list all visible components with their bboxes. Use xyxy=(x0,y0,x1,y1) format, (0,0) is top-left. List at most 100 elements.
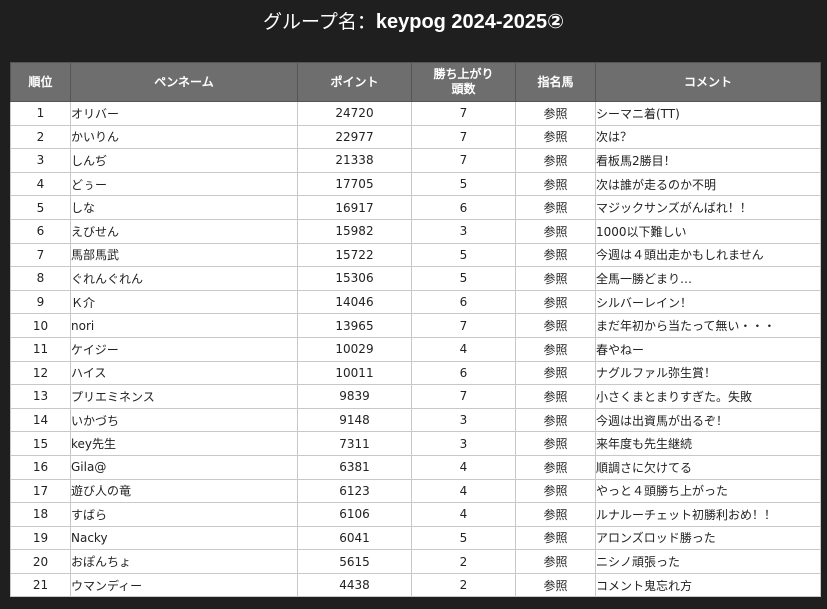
horses-reference-link[interactable]: 参照 xyxy=(543,531,568,546)
horses-reference-link[interactable]: 参照 xyxy=(543,201,568,216)
points-cell: 16917 xyxy=(297,195,412,220)
wins-cell: 4 xyxy=(411,502,516,527)
table-row: 2 かいりん 22977 7 参照 次は？ xyxy=(10,124,821,150)
comment-cell: 看板馬2勝目！ xyxy=(595,148,821,173)
comment-cell: まだ年初から当たって無い・・・ xyxy=(595,313,821,338)
penname-cell: オリバー xyxy=(70,101,298,126)
comment-cell: 次は？ xyxy=(595,124,821,150)
comment-cell: 来年度も先生継続 xyxy=(595,431,821,456)
wins-cell: 7 xyxy=(411,384,516,409)
horses-reference-link[interactable]: 参照 xyxy=(543,460,568,475)
horses-reference-link[interactable]: 参照 xyxy=(543,555,568,570)
rank-cell: 5 xyxy=(10,195,71,220)
wins-cell: 6 xyxy=(411,195,516,220)
table-row: 15 key先生 7311 3 参照 来年度も先生継続 xyxy=(10,431,821,456)
points-cell: 9839 xyxy=(297,384,412,409)
horses-reference-link[interactable]: 参照 xyxy=(543,342,568,357)
table-header-row: 順位 ペンネーム ポイント 勝ち上がり 頭数 指名馬 コメント xyxy=(10,62,821,102)
comment-cell: 次は誰が走るのか不明 xyxy=(595,171,821,197)
horses-cell: 参照 xyxy=(515,384,596,409)
table-row: 10 nori 13965 7 参照 まだ年初から当たって無い・・・ xyxy=(10,313,821,338)
horses-reference-link[interactable]: 参照 xyxy=(543,413,568,428)
wins-cell: 7 xyxy=(411,101,516,126)
rank-cell: 21 xyxy=(10,572,71,598)
group-name: keypog 2024-2025② xyxy=(375,11,565,33)
horses-cell: 参照 xyxy=(515,431,596,456)
points-cell: 10011 xyxy=(297,360,412,386)
page-header: グループ名：keypog 2024-2025② xyxy=(0,0,827,62)
points-cell: 9148 xyxy=(297,407,412,433)
rank-cell: 15 xyxy=(10,431,71,456)
rank-cell: 7 xyxy=(10,242,71,268)
comment-cell: シルバーレイン！ xyxy=(595,289,821,315)
points-cell: 6041 xyxy=(297,525,412,551)
horses-reference-link[interactable]: 参照 xyxy=(543,366,568,381)
penname-cell: かいりん xyxy=(70,124,298,150)
horses-reference-link[interactable]: 参照 xyxy=(543,130,568,145)
horses-reference-link[interactable]: 参照 xyxy=(543,484,568,499)
horses-reference-link[interactable]: 参照 xyxy=(543,295,568,310)
horses-cell: 参照 xyxy=(515,171,596,197)
rank-cell: 8 xyxy=(10,266,71,291)
wins-cell: 2 xyxy=(411,572,516,598)
horses-reference-link[interactable]: 参照 xyxy=(543,578,568,593)
points-cell: 15982 xyxy=(297,218,412,244)
table-row: 1 オリバー 24720 7 参照 シーマニ着(TT) xyxy=(10,101,821,126)
rank-cell: 3 xyxy=(10,148,71,173)
comment-cell: コメント鬼忘れ方 xyxy=(595,572,821,598)
column-header-penname: ペンネーム xyxy=(70,62,298,102)
table-row: 12 ハイス 10011 6 参照 ナグルファル弥生賞！ xyxy=(10,360,821,386)
points-cell: 24720 xyxy=(297,101,412,126)
penname-cell: 遊び人の竜 xyxy=(70,478,298,504)
penname-cell: プリエミネンス xyxy=(70,384,298,409)
penname-cell: Nacky xyxy=(70,525,298,551)
table-row: 17 遊び人の竜 6123 4 参照 やっと４頭勝ち上がった xyxy=(10,478,821,504)
table-row: 19 Nacky 6041 5 参照 アロンズロッド勝った xyxy=(10,525,821,551)
horses-reference-link[interactable]: 参照 xyxy=(543,248,568,263)
comment-cell: ナグルファル弥生賞！ xyxy=(595,360,821,386)
ranking-table: 順位 ペンネーム ポイント 勝ち上がり 頭数 指名馬 コメント 1 オリバー 247… xyxy=(10,62,821,598)
rank-cell: 18 xyxy=(10,502,71,527)
horses-cell: 参照 xyxy=(515,289,596,315)
rank-cell: 1 xyxy=(10,101,71,126)
table-row: 18 すばら 6106 4 参照 ルナルーチェット初勝利おめ！！ xyxy=(10,502,821,527)
penname-cell: しな xyxy=(70,195,298,220)
wins-cell: 5 xyxy=(411,242,516,268)
points-cell: 13965 xyxy=(297,313,412,338)
rank-cell: 16 xyxy=(10,454,71,480)
penname-cell: えびせん xyxy=(70,218,298,244)
comment-cell: 1000以下難しい xyxy=(595,218,821,244)
wins-cell: 7 xyxy=(411,313,516,338)
rank-cell: 20 xyxy=(10,549,71,574)
horses-reference-link[interactable]: 参照 xyxy=(543,224,568,239)
table-row: 9 Ｋ介 14046 6 参照 シルバーレイン！ xyxy=(10,289,821,315)
table-row: 16 Gila@ 6381 4 参照 順調さに欠けてる xyxy=(10,454,821,480)
comment-cell: 今週は出資馬が出るぞ！ xyxy=(595,407,821,433)
horses-reference-link[interactable]: 参照 xyxy=(543,389,568,404)
horses-reference-link[interactable]: 参照 xyxy=(543,437,568,452)
table-row: 5 しな 16917 6 参照 マジックサンズがんばれ！！ xyxy=(10,195,821,220)
rank-cell: 4 xyxy=(10,171,71,197)
horses-reference-link[interactable]: 参照 xyxy=(543,177,568,192)
horses-reference-link[interactable]: 参照 xyxy=(543,319,568,334)
table-row: 20 おぽんちょ 5615 2 参照 ニシノ頑張った xyxy=(10,549,821,574)
rank-cell: 12 xyxy=(10,360,71,386)
table-row: 6 えびせん 15982 3 参照 1000以下難しい xyxy=(10,218,821,244)
points-cell: 15722 xyxy=(297,242,412,268)
table-row: 3 しんぢ 21338 7 参照 看板馬2勝目！ xyxy=(10,148,821,173)
comment-cell: 小さくまとまりすぎた。失敗 xyxy=(595,384,821,409)
penname-cell: key先生 xyxy=(70,431,298,456)
comment-cell: シーマニ着(TT) xyxy=(595,101,821,126)
ranking-body: 1 オリバー 24720 7 参照 シーマニ着(TT) 2 かいりん 22977 7 参照 次は？ 3 し… xyxy=(10,101,821,598)
penname-cell: ぐれんぐれん xyxy=(70,266,298,291)
wins-cell: 3 xyxy=(411,407,516,433)
wins-cell: 5 xyxy=(411,171,516,197)
horses-cell: 参照 xyxy=(515,218,596,244)
table-row: 14 いかづち 9148 3 参照 今週は出資馬が出るぞ！ xyxy=(10,407,821,433)
comment-cell: ニシノ頑張った xyxy=(595,549,821,574)
horses-reference-link[interactable]: 参照 xyxy=(543,507,568,522)
horses-reference-link[interactable]: 参照 xyxy=(543,271,568,286)
penname-cell: ハイス xyxy=(70,360,298,386)
horses-reference-link[interactable]: 参照 xyxy=(543,153,568,168)
horses-reference-link[interactable]: 参照 xyxy=(543,106,568,121)
